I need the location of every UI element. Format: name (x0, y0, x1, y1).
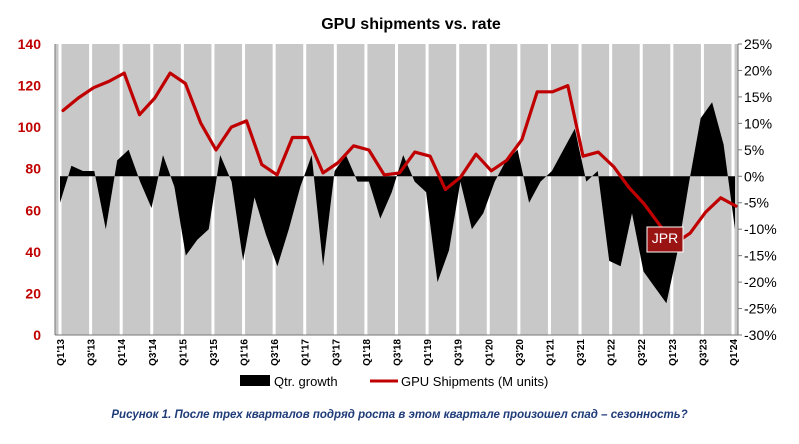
x-axis-tick-label: Q1'23 (668, 339, 679, 366)
x-axis-tick-label: Q1'22 (607, 339, 618, 366)
x-axis-tick-label: Q3'15 (209, 339, 220, 366)
series-qtr-growth-area (60, 102, 735, 304)
right-axis-tick-label: 10% (744, 115, 772, 131)
right-axis-tick-label: -15% (744, 248, 777, 264)
right-axis-tick-label: 15% (744, 89, 772, 105)
x-axis-tick-label: Q1'14 (117, 339, 128, 366)
jpr-logo (646, 226, 684, 253)
left-axis-tick-label: 120 (18, 78, 42, 94)
x-axis-tick-label: Q3'21 (576, 339, 587, 366)
x-axis-tick-label: Q1'24 (729, 339, 740, 366)
right-axis-tick-label: 5% (744, 142, 764, 158)
x-axis-tick-label: Q3'18 (393, 339, 404, 366)
left-axis-tick-label: 100 (18, 119, 42, 135)
x-axis-tick-label: Q1'21 (545, 339, 556, 366)
x-axis-tick-label: Q1'13 (56, 339, 67, 366)
left-axis-tick-label: 0 (33, 327, 41, 343)
left-axis-tick-label: 140 (18, 36, 42, 52)
right-axis-tick-label: -5% (744, 195, 769, 211)
x-axis-tick-label: Q1'15 (178, 339, 189, 366)
right-axis-tick-label: -20% (744, 274, 777, 290)
left-axis-tick-label: 20 (25, 285, 41, 301)
right-axis-tick-label: -10% (744, 221, 777, 237)
figure-caption: Рисунок 1. После трех кварталов подряд р… (111, 409, 688, 421)
series-gpu-shipments-line (61, 71, 738, 246)
x-axis-tick-label: Q1'19 (423, 339, 434, 366)
jpr-logo-text: JPR (652, 230, 678, 246)
left-axis-tick-label: 60 (25, 202, 41, 218)
legend-area-label: Qtr. growth (274, 374, 338, 389)
right-axis-tick-label: -30% (744, 327, 777, 343)
x-axis-tick-label: Q1'18 (362, 339, 373, 366)
x-axis-tick-label: Q3'20 (515, 339, 526, 366)
x-axis-tick-label: Q3'17 (331, 339, 342, 366)
x-axis-tick-label: Q1'16 (240, 339, 251, 366)
right-axis-tick-label: 20% (744, 62, 772, 78)
left-axis-tick-label: 40 (25, 244, 41, 260)
right-axis-tick-label: 25% (744, 36, 772, 52)
x-axis-tick-label: Q1'17 (301, 339, 312, 366)
left-axis-tick-label: 80 (25, 161, 41, 177)
legend-area-swatch (240, 375, 270, 386)
right-axis-tick-label: 0% (744, 168, 764, 184)
legend-line-label: GPU Shipments (M units) (401, 374, 548, 389)
x-axis-tick-label: Q1'20 (484, 339, 495, 366)
right-axis-tick-label: -25% (744, 301, 777, 317)
x-axis-tick-label: Q3'13 (87, 339, 98, 366)
x-axis-tick-label: Q3'16 (270, 339, 281, 366)
x-axis-tick-label: Q3'22 (637, 339, 648, 366)
x-axis-tick-label: Q3'14 (148, 339, 159, 366)
x-axis-tick-label: Q3'19 (454, 339, 465, 366)
x-axis-tick-label: Q3'23 (698, 339, 709, 366)
chart-title: GPU shipments vs. rate (321, 16, 501, 33)
